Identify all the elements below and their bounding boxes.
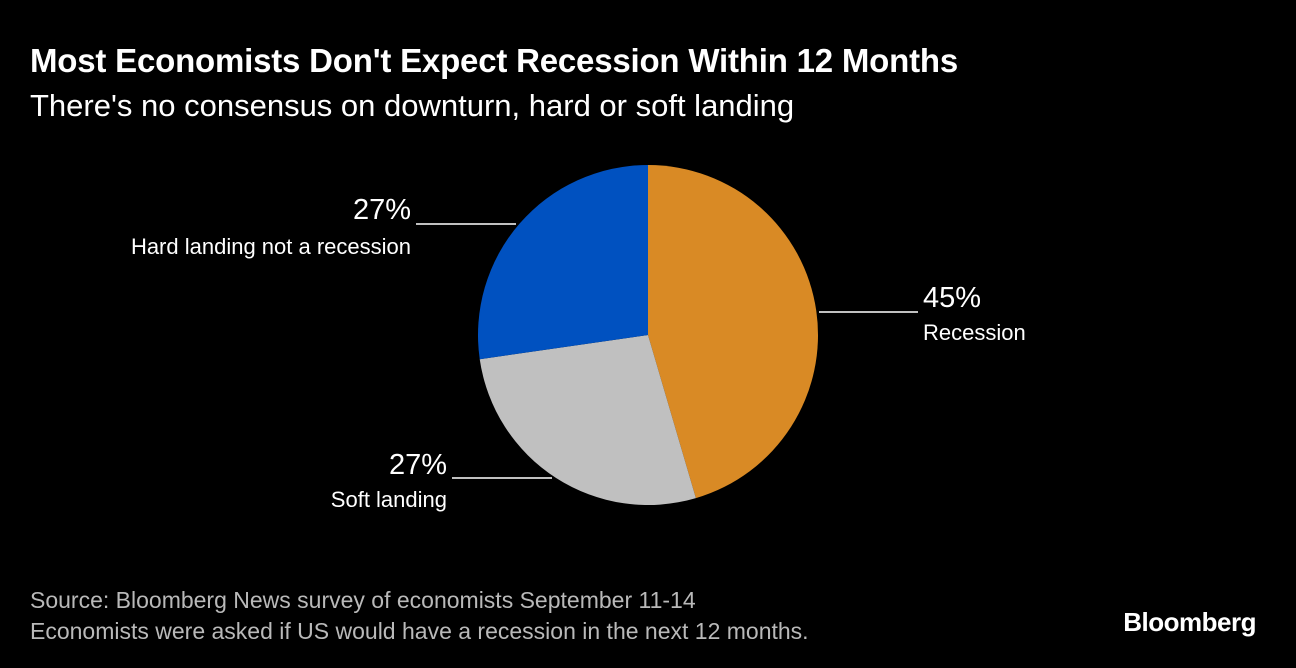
bloomberg-logo: Bloomberg	[1123, 607, 1256, 637]
soft-landing-value-label: 27%	[389, 449, 447, 481]
hard-landing-name-label: Hard landing not a recession	[131, 234, 411, 259]
recession-value-label: 45%	[923, 282, 981, 314]
soft-landing-slice	[479, 335, 696, 505]
recession-slice	[648, 165, 818, 499]
source-note: Source: Bloomberg News survey of economi…	[30, 587, 696, 613]
hard-landing-value-label: 27%	[353, 194, 411, 226]
soft-landing-name-label: Soft landing	[331, 487, 447, 512]
pie-slices	[478, 165, 818, 505]
recession-name-label: Recession	[923, 320, 1026, 345]
methodology-note: Economists were asked if US would have a…	[30, 618, 809, 644]
hard-landing-slice	[478, 165, 648, 360]
chart-title: Most Economists Don't Expect Recession W…	[30, 42, 959, 79]
chart-subtitle: There's no consensus on downturn, hard o…	[30, 88, 795, 123]
